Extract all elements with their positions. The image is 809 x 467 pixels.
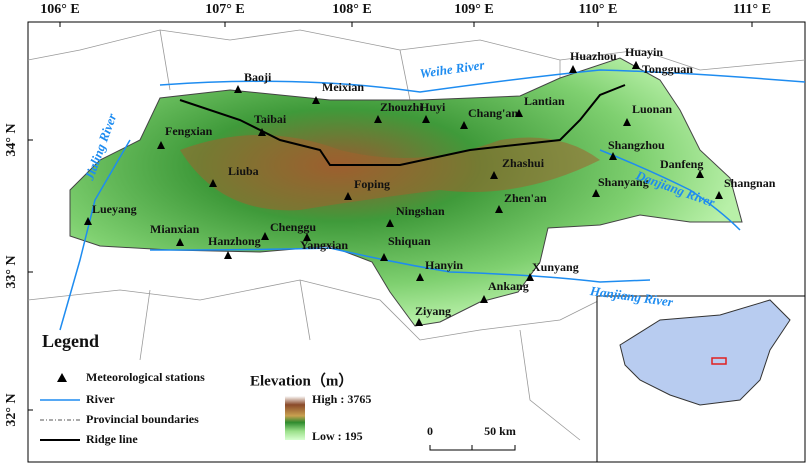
boundary <box>139 29 581 441</box>
lon-label: 107° E <box>205 2 244 17</box>
station-marker <box>480 295 488 303</box>
lat-label: 34° N <box>4 123 19 156</box>
station-label: Huyi <box>420 100 446 114</box>
station-marker <box>415 318 423 326</box>
legend-item: Provincial boundaries <box>86 412 199 426</box>
station-marker <box>234 85 242 93</box>
boundary <box>27 279 601 341</box>
elevation-ramp <box>285 396 305 440</box>
legend-item: Meteorological stations <box>86 370 205 384</box>
river <box>149 247 651 283</box>
station-label: Yangxian <box>300 238 348 252</box>
station-marker <box>374 115 382 123</box>
legend-item: Ridge line <box>86 432 138 446</box>
station-marker <box>632 61 640 69</box>
station-label: Luonan <box>632 102 672 116</box>
river <box>599 149 741 231</box>
station-label: Zhashui <box>502 156 545 170</box>
elevation-low: Low : 195 <box>312 429 363 443</box>
station-label: Ningshan <box>396 204 445 218</box>
scale-bar <box>429 445 516 451</box>
elevation-title: Elevation（m） <box>250 371 353 389</box>
station-marker <box>344 192 352 200</box>
legend-item: River <box>86 392 115 406</box>
lon-label: 108° E <box>332 2 371 17</box>
inset-china <box>619 299 791 406</box>
station-label: Zhen'an <box>504 191 547 205</box>
lon-label: 111° E <box>733 2 771 17</box>
station-label: Huayin <box>625 45 663 59</box>
ridge-line <box>179 84 626 166</box>
station-label: Shangzhou <box>608 138 665 152</box>
legend-title: Legend <box>42 331 99 351</box>
station-label: Fengxian <box>165 124 213 138</box>
station-label: Chang'an <box>468 106 518 120</box>
station-label: Foping <box>354 177 390 191</box>
river <box>59 139 131 331</box>
station-label: Shangnan <box>724 176 776 190</box>
lat-label: 32° N <box>4 393 19 426</box>
station-marker <box>209 179 217 187</box>
lat-label: 33° N <box>4 255 19 288</box>
station-label: Liuba <box>228 164 259 178</box>
station-label: Ziyang <box>415 304 451 318</box>
station-label: Danfeng <box>660 157 703 171</box>
station-label: Huazhou <box>570 49 617 63</box>
lon-label: 109° E <box>454 2 493 17</box>
station-marker <box>460 121 468 129</box>
station-marker <box>303 233 311 241</box>
scale-start: 0 <box>427 424 433 438</box>
station-label: Baoji <box>244 70 272 84</box>
station-marker <box>157 141 165 149</box>
station-marker <box>569 65 577 73</box>
high-relief <box>180 135 600 211</box>
river <box>159 69 806 93</box>
station-marker <box>261 232 269 240</box>
station-label: Tongguan <box>642 62 693 76</box>
station-marker <box>515 109 523 117</box>
station-marker <box>176 238 184 246</box>
station-label: Hanzhong <box>208 234 261 248</box>
station-marker <box>715 191 723 199</box>
station-marker <box>416 273 424 281</box>
station-label: Mianxian <box>150 222 200 236</box>
station-marker <box>84 217 92 225</box>
boundaries <box>27 29 806 441</box>
station-label: Lueyang <box>92 202 137 216</box>
legend-station-symbol <box>57 373 67 382</box>
station-label: Ankang <box>488 279 529 293</box>
station-marker <box>592 189 600 197</box>
lon-label: 110° E <box>579 2 618 17</box>
station-marker <box>490 171 498 179</box>
station-label: Taibai <box>254 112 287 126</box>
station-marker <box>224 251 232 259</box>
inset-study-area <box>711 357 727 365</box>
station-label: Chenggu <box>270 220 316 234</box>
station-marker <box>526 273 534 281</box>
rivers <box>59 69 806 331</box>
station-marker <box>380 253 388 261</box>
lon-label: 106° E <box>40 2 79 17</box>
scale-end: 50 km <box>484 424 516 438</box>
elevation-high: High : 3765 <box>312 392 371 406</box>
station-label: Shiquan <box>388 234 431 248</box>
station-marker <box>623 118 631 126</box>
station-label: Xunyang <box>532 260 579 274</box>
station-marker <box>312 96 320 104</box>
station-label: Meixian <box>322 80 364 94</box>
station-label: Lantian <box>524 94 565 108</box>
station-label: Shanyang <box>598 175 649 189</box>
station-label: Hanyin <box>425 258 463 272</box>
station-marker <box>258 128 266 136</box>
station-marker <box>386 219 394 227</box>
station-label: Zhouzhi <box>380 100 423 114</box>
station-marker <box>495 205 503 213</box>
station-marker <box>422 115 430 123</box>
station-marker <box>696 170 704 178</box>
station-marker <box>609 152 617 160</box>
